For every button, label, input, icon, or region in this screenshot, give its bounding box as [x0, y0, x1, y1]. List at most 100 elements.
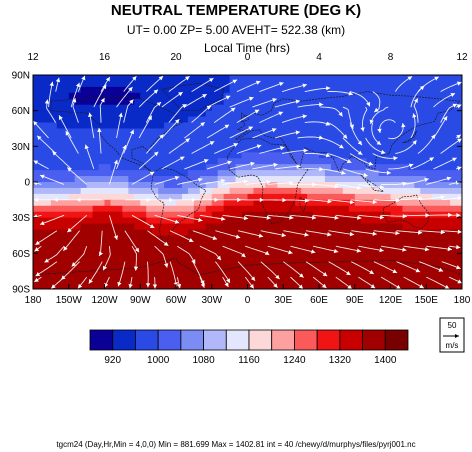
field-cell — [378, 223, 385, 230]
field-cell — [164, 247, 171, 254]
field-cell — [98, 92, 105, 100]
x-tick-label: 120W — [91, 295, 118, 306]
field-cell — [324, 205, 332, 213]
field-cell — [134, 122, 141, 129]
streamline-arrow — [128, 283, 133, 289]
streamline-arrow — [97, 127, 102, 132]
field-cell — [307, 75, 314, 82]
field-cell — [164, 199, 171, 207]
field-cell — [187, 86, 195, 94]
streamline-arrow — [457, 138, 462, 143]
field-cell — [116, 146, 123, 153]
field-cell — [330, 80, 338, 88]
streamline — [213, 107, 236, 123]
field-cell — [265, 92, 272, 100]
field-cell — [98, 277, 105, 284]
field-cell — [170, 182, 177, 189]
streamline-arrow — [164, 263, 169, 268]
field-cell — [134, 80, 141, 88]
field-cell — [187, 187, 195, 195]
field-cell — [217, 193, 225, 201]
field-cell — [283, 229, 290, 236]
field-cell — [366, 247, 374, 254]
field-cell — [336, 152, 344, 159]
field-cell — [330, 277, 338, 284]
field-cell — [408, 122, 415, 129]
field-cell — [336, 122, 344, 129]
field-cell — [38, 283, 46, 289]
field-cell — [456, 128, 462, 135]
streamline-arrow — [341, 170, 346, 175]
field-cell — [62, 86, 70, 94]
streamline — [98, 127, 102, 154]
field-cell — [259, 170, 266, 177]
field-cell — [330, 223, 338, 230]
field-cell — [259, 158, 266, 165]
field-cell — [319, 253, 326, 260]
field-cell — [158, 152, 165, 159]
field-cell — [205, 170, 213, 177]
streamline-arrow — [366, 101, 371, 107]
streamline — [335, 214, 362, 219]
field-cell — [92, 80, 99, 88]
field-cell — [402, 80, 409, 88]
field-cell — [152, 146, 159, 153]
field-cell — [241, 104, 248, 112]
field-cell — [170, 187, 177, 195]
field-cell — [277, 265, 284, 272]
field-cell — [56, 241, 64, 248]
field-cell — [176, 247, 183, 254]
field-cell — [176, 277, 183, 284]
field-cell — [450, 170, 457, 177]
streamline — [371, 122, 382, 146]
streamline-arrow — [443, 116, 448, 121]
field-cell — [366, 128, 374, 135]
streamline-arrow — [198, 217, 203, 222]
field-cell — [205, 92, 213, 100]
field-cell — [164, 265, 171, 272]
field-cell — [295, 229, 302, 236]
x-axis-ticks: 180 150W 120W 90W 60W 30W 0 30E 60E 90E 120E 150E 18… — [25, 284, 471, 306]
streamline-arrow — [342, 134, 348, 139]
field-cell — [199, 152, 207, 159]
field-cell — [122, 170, 129, 177]
field-cell — [80, 283, 88, 289]
field-cell — [176, 128, 183, 135]
field-cell — [241, 283, 248, 289]
field-cell — [44, 205, 52, 213]
field-cell — [271, 205, 278, 213]
colorbar-swatch — [248, 329, 273, 351]
streamline-arrow — [149, 224, 155, 228]
streamline — [222, 245, 246, 258]
field-cell — [456, 158, 462, 165]
streamline — [252, 128, 277, 139]
field-cell — [420, 277, 427, 284]
field-cell — [134, 277, 141, 284]
field-cell — [217, 146, 225, 153]
field-cell — [444, 146, 451, 153]
streamline-arrow — [188, 238, 194, 242]
field-cell — [92, 271, 99, 278]
field-cell — [456, 182, 462, 189]
x-tick-label: 120E — [379, 295, 403, 306]
field-cell — [74, 241, 82, 248]
streamline-arrow — [402, 181, 407, 186]
streamline — [351, 261, 375, 275]
field-cell — [408, 247, 415, 254]
field-cell — [181, 229, 189, 236]
field-cell — [426, 217, 433, 225]
field-cell — [229, 235, 236, 242]
field-cell — [229, 170, 236, 177]
streamline — [395, 139, 417, 154]
field-cell — [372, 241, 379, 248]
streamline-arrow — [347, 284, 352, 289]
streamline-arrow — [456, 244, 461, 250]
field-cell — [307, 265, 314, 272]
field-cell — [336, 211, 344, 219]
field-cell — [342, 152, 350, 159]
field-cell — [104, 241, 111, 248]
streamline-arrow — [396, 284, 401, 289]
field-cell — [50, 122, 58, 129]
field-cell — [438, 164, 445, 171]
field-cell — [438, 283, 445, 289]
